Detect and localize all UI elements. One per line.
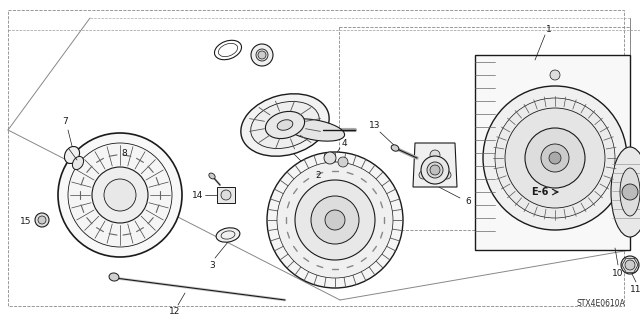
Circle shape (550, 70, 560, 80)
Circle shape (443, 171, 451, 179)
Circle shape (419, 171, 427, 179)
Ellipse shape (251, 44, 273, 66)
Ellipse shape (216, 228, 240, 242)
Ellipse shape (65, 147, 79, 164)
Circle shape (92, 167, 148, 223)
Ellipse shape (611, 147, 640, 237)
Ellipse shape (256, 49, 268, 61)
Circle shape (622, 184, 638, 200)
Circle shape (549, 152, 561, 164)
Text: 13: 13 (369, 121, 381, 130)
Circle shape (430, 165, 440, 175)
Circle shape (311, 196, 359, 244)
Text: 1: 1 (546, 26, 552, 35)
Text: E-6: E-6 (531, 187, 548, 197)
Circle shape (295, 180, 375, 260)
Ellipse shape (109, 273, 119, 281)
Text: 11: 11 (630, 285, 640, 294)
Circle shape (621, 256, 639, 274)
Ellipse shape (391, 145, 399, 151)
Circle shape (505, 108, 605, 208)
Ellipse shape (251, 101, 319, 148)
Ellipse shape (72, 156, 84, 170)
Ellipse shape (620, 168, 640, 216)
Circle shape (325, 210, 345, 230)
Circle shape (35, 213, 49, 227)
Text: 2: 2 (315, 171, 321, 180)
Circle shape (324, 152, 336, 164)
Circle shape (338, 157, 348, 167)
Circle shape (104, 179, 136, 211)
Circle shape (277, 162, 393, 278)
Bar (339, 27, 630, 230)
Circle shape (221, 190, 231, 200)
Text: 8: 8 (121, 149, 127, 158)
Text: STX4E0610A: STX4E0610A (576, 299, 625, 308)
Text: 10: 10 (612, 268, 624, 277)
Circle shape (38, 216, 46, 224)
Ellipse shape (241, 94, 329, 156)
Ellipse shape (427, 162, 443, 178)
Bar (475, 55, 630, 250)
Text: 7: 7 (62, 117, 68, 126)
Ellipse shape (266, 111, 305, 139)
Circle shape (267, 152, 403, 288)
Ellipse shape (285, 119, 344, 141)
Text: 15: 15 (20, 218, 32, 227)
Circle shape (625, 260, 635, 270)
Polygon shape (413, 143, 457, 187)
Ellipse shape (277, 120, 293, 130)
Ellipse shape (421, 156, 449, 184)
Circle shape (541, 144, 569, 172)
Text: 4: 4 (341, 139, 347, 148)
Text: 12: 12 (170, 308, 180, 316)
Circle shape (258, 51, 266, 59)
Ellipse shape (209, 173, 215, 179)
Circle shape (525, 128, 585, 188)
Text: 3: 3 (209, 260, 215, 269)
Text: 14: 14 (192, 190, 204, 199)
Circle shape (495, 98, 615, 218)
Circle shape (68, 143, 172, 247)
Circle shape (430, 150, 440, 160)
Text: 6: 6 (465, 197, 471, 206)
Circle shape (483, 86, 627, 230)
Bar (217, 187, 235, 203)
Circle shape (58, 133, 182, 257)
